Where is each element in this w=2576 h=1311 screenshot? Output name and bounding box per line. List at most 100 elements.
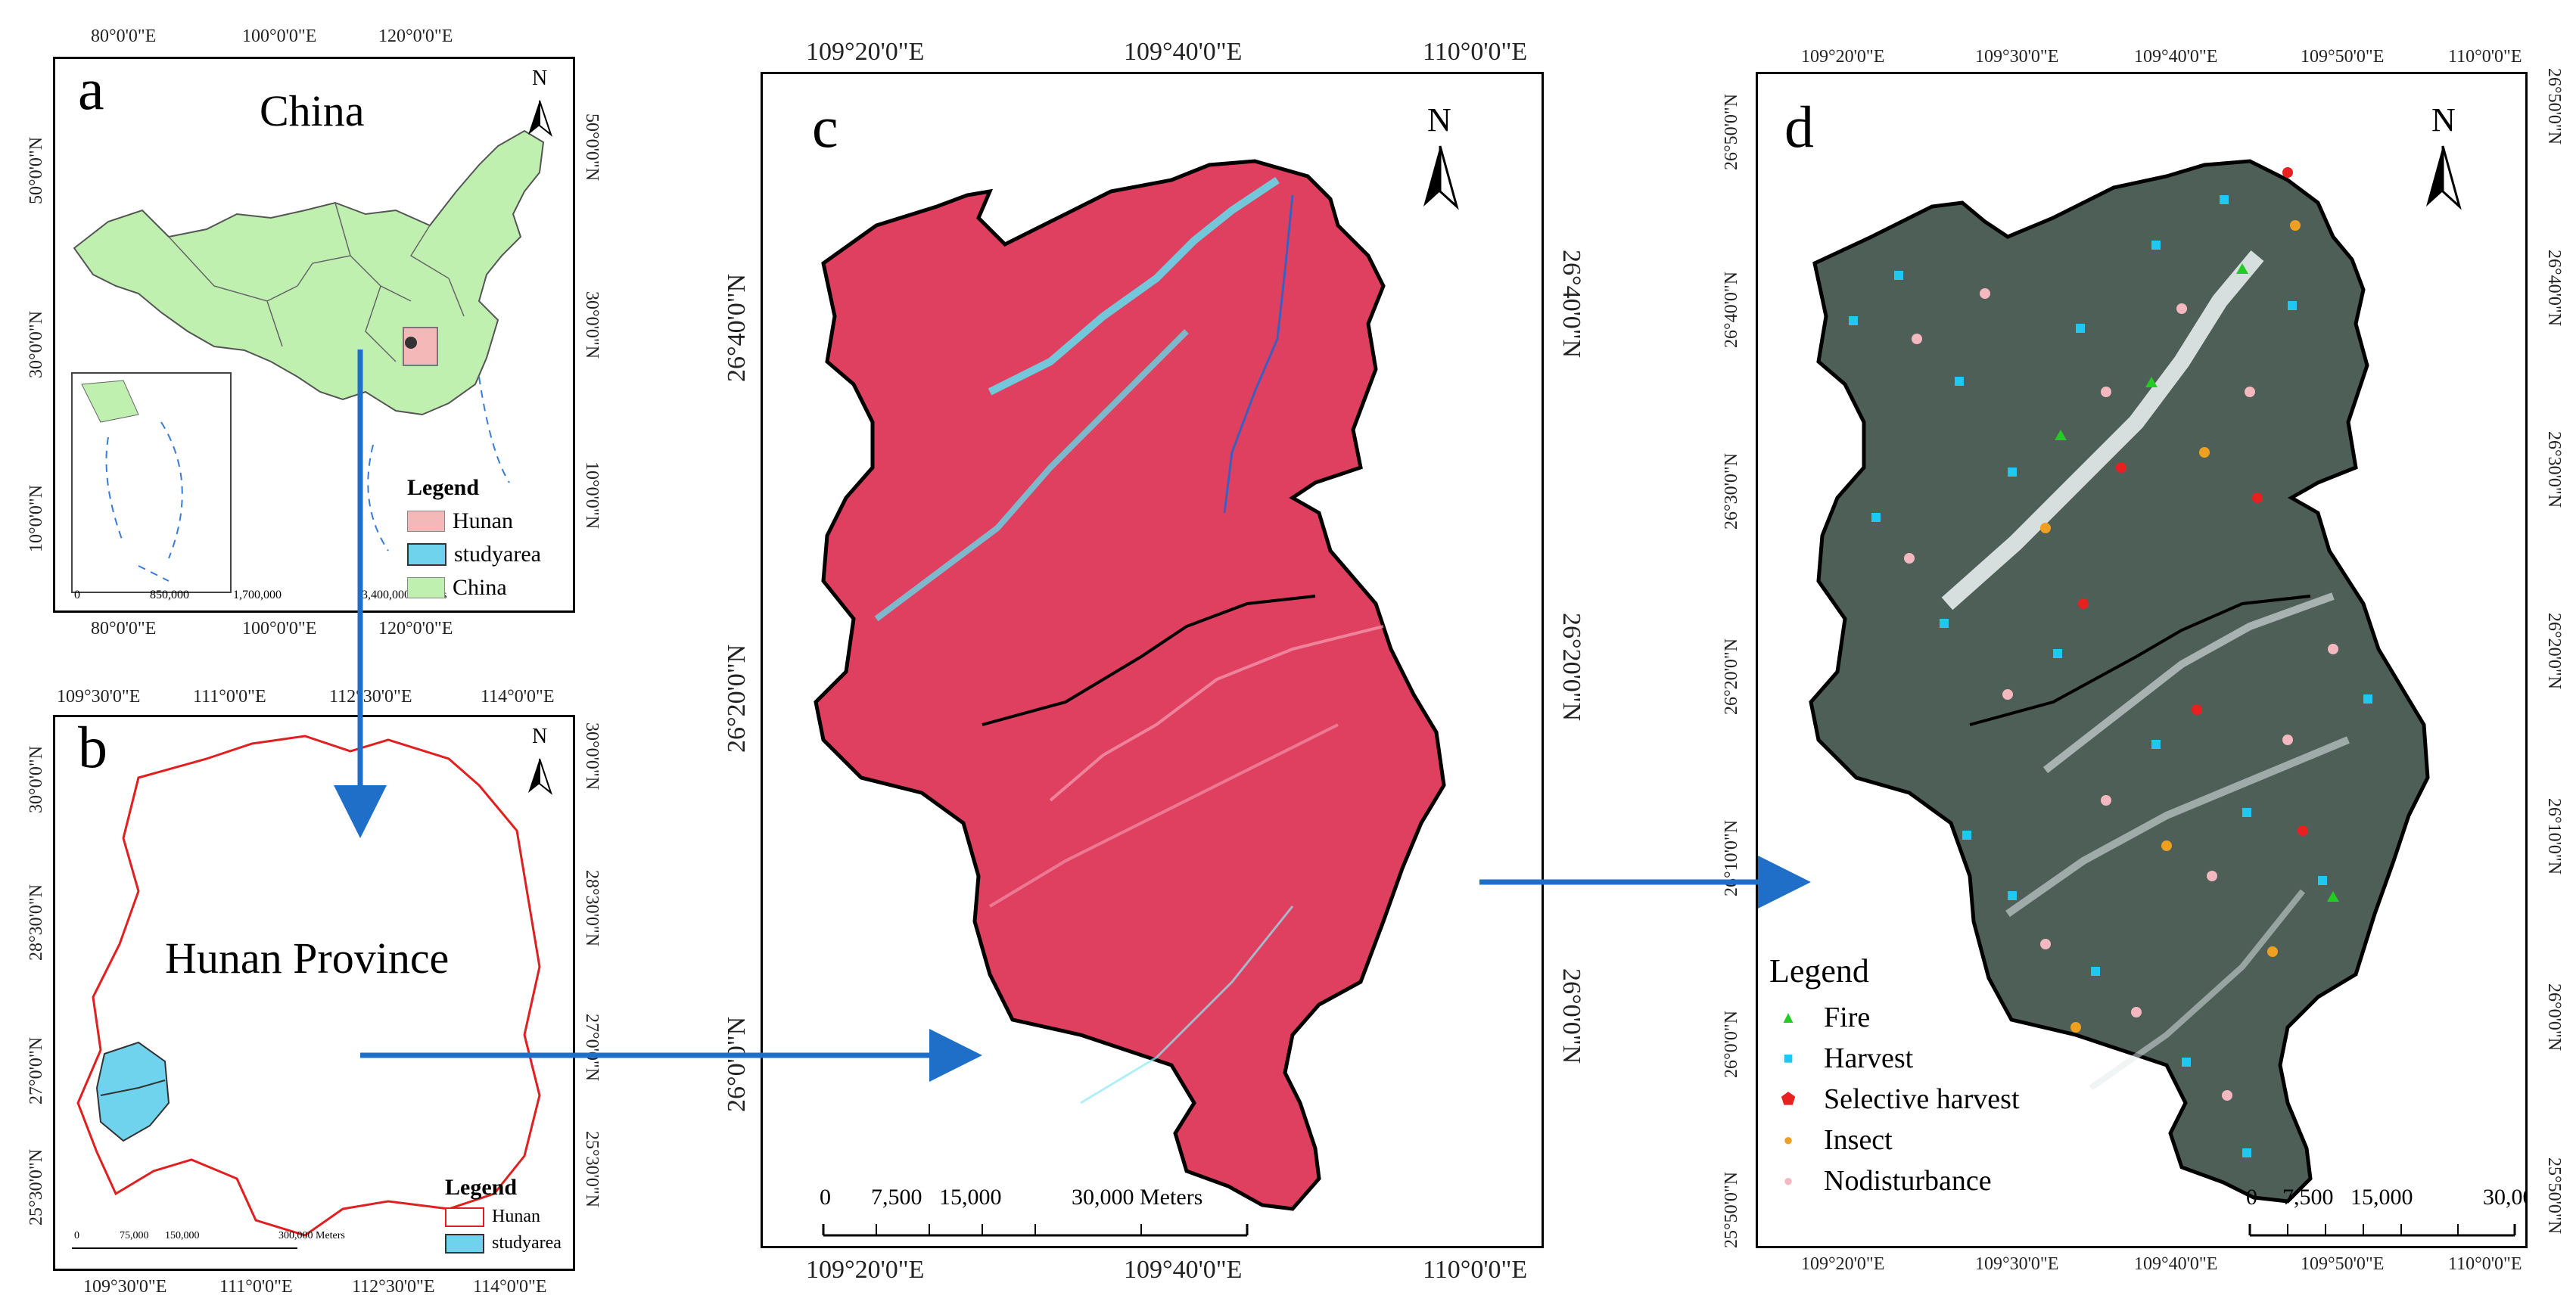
tick-b-bot-3: 114°0'0"E — [473, 1277, 547, 1297]
scale-label-a: 0 850,000 1,700,000 3,400,000 Meters — [74, 589, 447, 601]
hunan-outline — [76, 735, 541, 1237]
panel-c-false-color-map: c N 0 7,500 15,000 30,000 Meters — [761, 72, 1544, 1248]
tick-d-bot-0: 109°20'0"E — [1801, 1254, 1885, 1274]
tick-d-bot-2: 109°40'0"E — [2134, 1254, 2218, 1274]
tick-a-bot-1: 100°0'0"E — [242, 619, 317, 638]
tick-b-right-2: 27°0'0"N — [582, 1014, 602, 1082]
tick-a-top-1: 100°0'0"E — [242, 26, 317, 46]
tick-d-right-6: 25°50'0"N — [2544, 1157, 2564, 1235]
tick-b-top-0: 109°30'0"E — [57, 687, 141, 707]
tick-a-right-2: 10°0'0"N — [582, 461, 602, 530]
tick-b-bot-2: 112°30'0"E — [352, 1277, 435, 1297]
north-label-b: N — [532, 725, 548, 748]
tick-a-top-0: 80°0'0"E — [91, 26, 157, 46]
legend-d-selective-harvest: ⬟ Selective harvest — [1781, 1083, 2020, 1115]
panel-a-title: China — [260, 86, 365, 135]
tick-b-left-2: 27°0'0"N — [26, 1036, 46, 1104]
tick-b-left-3: 25°30'0"N — [26, 1148, 46, 1226]
tick-a-bot-2: 120°0'0"E — [378, 619, 453, 638]
studyarea-false-color — [814, 159, 1446, 1211]
tick-c-top-1: 109°40'0"E — [1124, 38, 1243, 66]
panel-c-letter: c — [812, 94, 838, 160]
hunan-map-graphic — [72, 735, 553, 1249]
tick-b-bot-0: 109°30'0"E — [83, 1277, 167, 1297]
tick-d-left-6: 25°50'0"N — [1722, 1171, 1741, 1248]
tick-d-left-2: 26°30'0"N — [1722, 452, 1741, 530]
china-map-graphic — [71, 100, 553, 593]
studyarea-outline — [95, 1041, 170, 1142]
tick-b-right-0: 30°0'0"N — [582, 722, 602, 791]
tick-c-left-2: 26°0'0"N — [723, 1016, 751, 1112]
tick-a-left-1: 30°0'0"N — [26, 310, 46, 378]
tick-d-right-2: 26°30'0"N — [2544, 431, 2564, 508]
scale-label-d: 0 7,500 15,000 30,000 Meters — [2246, 1185, 2525, 1210]
scale-label-b: 0 75,000 150,000 300,000 Meters — [74, 1230, 345, 1241]
tick-d-left-0: 26°50'0"N — [1722, 93, 1741, 170]
tick-d-right-3: 26°20'0"N — [2544, 613, 2564, 690]
tick-c-bot-2: 110°0'0"E — [1423, 1256, 1528, 1284]
tick-d-top-2: 109°40'0"E — [2134, 47, 2218, 67]
tick-c-bot-0: 109°20'0"E — [806, 1256, 925, 1284]
panel-d-letter: d — [1784, 94, 1814, 160]
tick-b-top-2: 112°30'0"E — [329, 687, 412, 707]
panel-b-hunan-map: b Hunan Province N 0 75,000 150,000 300,… — [53, 715, 575, 1271]
studyarea-marker — [405, 337, 417, 349]
panel-b-letter: b — [78, 715, 107, 780]
legend-a-studyarea: studyarea — [407, 542, 541, 567]
legend-d-fire: ▲ Fire — [1780, 1002, 1871, 1033]
tick-a-top-2: 120°0'0"E — [378, 26, 453, 46]
legend-b: Legend Hunan studyarea — [445, 1175, 562, 1254]
tick-c-right-1: 26°20'0"N — [1557, 613, 1585, 722]
tick-a-bot-0: 80°0'0"E — [91, 619, 157, 638]
north-label-a: N — [532, 67, 548, 90]
tick-d-top-1: 109°30'0"E — [1975, 47, 2059, 67]
tick-d-left-3: 26°20'0"N — [1722, 638, 1741, 715]
tick-a-left-2: 10°0'0"N — [26, 484, 46, 552]
legend-a-china: China — [407, 575, 541, 601]
tick-b-bot-1: 111°0'0"E — [219, 1277, 293, 1297]
legend-d-nodisturbance: ● Nodisturbance — [1783, 1165, 1992, 1197]
tick-b-top-1: 111°0'0"E — [193, 687, 266, 707]
legend-b-hunan: Hunan — [445, 1207, 562, 1227]
tick-c-bot-1: 109°40'0"E — [1124, 1256, 1243, 1284]
tick-c-left-1: 26°20'0"N — [723, 644, 751, 753]
panel-a-china-map: a China N 0 850,000 1,700,000 3,400,000 … — [53, 57, 575, 613]
legend-d: Legend ▲ Fire ■ Harvest ⬟ Selective harvest… — [1769, 952, 2020, 1197]
panel-b-title: Hunan Province — [165, 934, 450, 983]
tick-b-right-3: 25°30'0"N — [582, 1131, 602, 1208]
legend-d-harvest: ■ Harvest — [1783, 1042, 1914, 1074]
disturbance-image — [1809, 145, 2516, 1237]
tick-d-top-3: 109°50'0"E — [2301, 47, 2385, 67]
north-label-d: N — [2431, 101, 2456, 138]
tick-b-left-1: 28°30'0"N — [26, 884, 46, 961]
tick-c-top-0: 109°20'0"E — [806, 38, 925, 66]
tick-d-right-5: 26°0'0"N — [2544, 983, 2564, 1052]
false-color-image — [814, 145, 1459, 1237]
panel-a-letter: a — [78, 57, 104, 122]
tick-a-right-1: 30°0'0"N — [582, 291, 602, 359]
legend-b-studyarea: studyarea — [445, 1233, 562, 1254]
tick-d-right-4: 26°10'0"N — [2544, 798, 2564, 875]
tick-c-right-0: 26°40'0"N — [1557, 250, 1585, 359]
tick-c-right-2: 26°0'0"N — [1557, 968, 1585, 1064]
tick-b-right-1: 28°30'0"N — [582, 870, 602, 947]
tick-d-bot-3: 109°50'0"E — [2301, 1254, 2385, 1274]
tick-c-left-0: 26°40'0"N — [723, 273, 751, 382]
tick-d-bot-4: 110°0'0"E — [2448, 1254, 2522, 1274]
tick-d-right-1: 26°40'0"N — [2544, 250, 2564, 327]
studyarea-true-color — [1809, 159, 2430, 1204]
tick-d-right-0: 26°50'0"N — [2544, 68, 2564, 145]
disturbance-points — [1849, 167, 2372, 1157]
tick-c-top-2: 110°0'0"E — [1423, 38, 1528, 66]
tick-d-top-4: 110°0'0"E — [2448, 47, 2522, 67]
china-landmass — [73, 129, 545, 416]
tick-d-bot-1: 109°30'0"E — [1975, 1254, 2059, 1274]
scale-label-c: 0 7,500 15,000 30,000 Meters — [820, 1185, 1203, 1210]
legend-a: Legend Hunan studyarea China — [407, 475, 541, 601]
tick-a-right-0: 50°0'0"N — [582, 113, 602, 182]
tick-a-left-0: 50°0'0"N — [26, 136, 46, 204]
tick-d-top-0: 109°20'0"E — [1801, 47, 1885, 67]
tick-b-top-3: 114°0'0"E — [481, 687, 555, 707]
tick-d-left-1: 26°40'0"N — [1722, 271, 1741, 348]
legend-d-insect: ● Insect — [1783, 1124, 1893, 1156]
